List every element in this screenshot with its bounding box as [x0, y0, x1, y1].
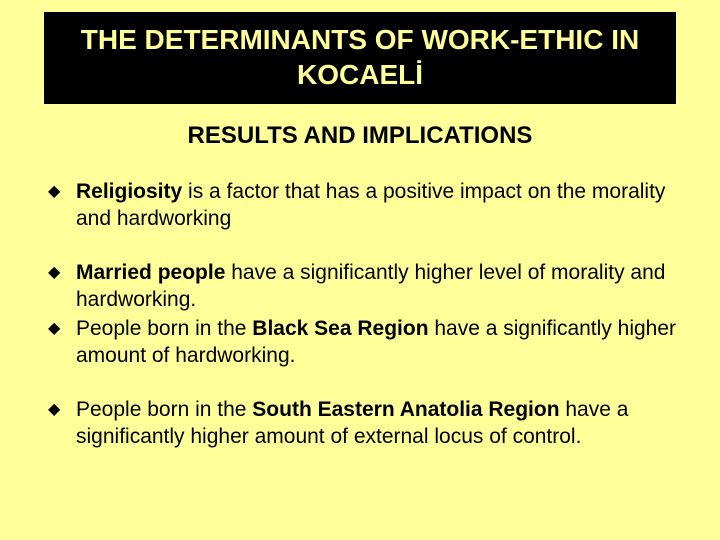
bullet-text: People born in the South Eastern Anatoli… [76, 396, 680, 451]
bold-term: Religiosity [76, 180, 182, 203]
bullet-group: ◆ Religiosity is a factor that has a pos… [48, 178, 680, 233]
list-item: ◆ People born in the South Eastern Anato… [48, 396, 680, 451]
bullet-text: Religiosity is a factor that has a posit… [76, 178, 680, 233]
diamond-icon: ◆ [48, 396, 76, 424]
diamond-icon: ◆ [48, 315, 76, 343]
list-item: ◆ Married people have a significantly hi… [48, 259, 680, 314]
text-span: People born in the [76, 317, 252, 340]
bullet-list: ◆ Religiosity is a factor that has a pos… [30, 178, 690, 450]
bullet-group: ◆ People born in the South Eastern Anato… [48, 396, 680, 451]
bold-term: Married people [76, 261, 225, 284]
text-span: People born in the [76, 398, 252, 421]
list-item: ◆ Religiosity is a factor that has a pos… [48, 178, 680, 233]
bold-term: Black Sea Region [252, 317, 428, 340]
diamond-icon: ◆ [48, 259, 76, 287]
slide: THE DETERMINANTS OF WORK-ETHIC IN KOCAEL… [0, 0, 720, 540]
bullet-text: People born in the Black Sea Region have… [76, 315, 680, 370]
bullet-text: Married people have a significantly high… [76, 259, 680, 314]
bullet-group: ◆ Married people have a significantly hi… [48, 259, 680, 370]
slide-subtitle: RESULTS AND IMPLICATIONS [30, 122, 690, 150]
bold-term: South Eastern Anatolia Region [252, 398, 559, 421]
diamond-icon: ◆ [48, 178, 76, 206]
list-item: ◆ People born in the Black Sea Region ha… [48, 315, 680, 370]
slide-title: THE DETERMINANTS OF WORK-ETHIC IN KOCAEL… [44, 12, 676, 104]
